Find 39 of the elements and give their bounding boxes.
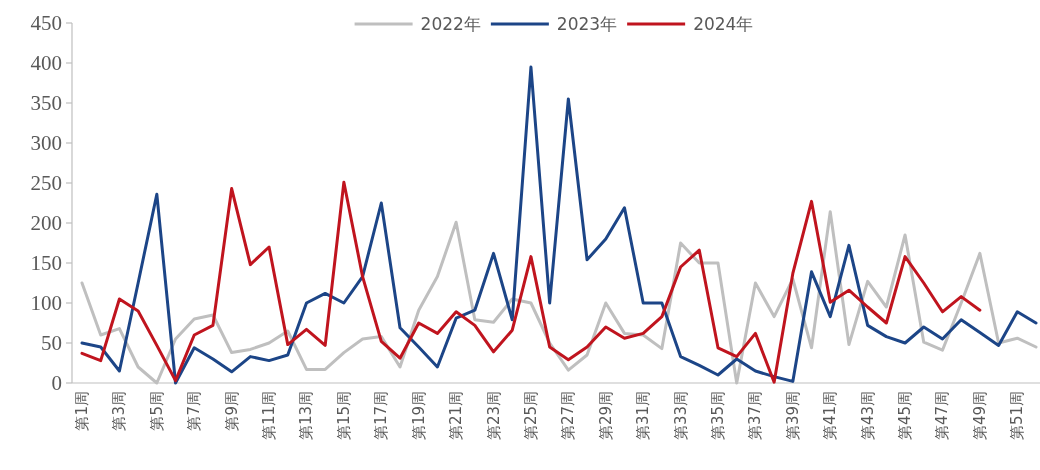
x-tick-label: 第15周 <box>334 391 353 441</box>
x-tick-label: 第51周 <box>1008 391 1027 441</box>
x-tick-label: 第21周 <box>447 391 466 441</box>
y-tick-label: 450 <box>30 11 62 35</box>
x-tick-label: 第31周 <box>634 391 653 441</box>
y-tick-label: 0 <box>51 371 62 395</box>
y-tick-label: 250 <box>30 171 62 195</box>
x-tick-label: 第29周 <box>596 391 615 441</box>
x-tick-label: 第17周 <box>372 391 391 441</box>
x-tick-label: 第33周 <box>671 391 690 441</box>
x-tick-label: 第19周 <box>409 391 428 441</box>
x-tick-label: 第49周 <box>970 391 989 441</box>
x-tick-label: 第35周 <box>709 391 727 441</box>
x-tick-label: 第39周 <box>783 391 802 441</box>
x-tick-label: 第7周 <box>185 391 204 431</box>
legend-label: 2024年 <box>693 14 754 34</box>
x-tick-label: 第27周 <box>559 391 578 441</box>
legend-label: 2023年 <box>556 14 618 34</box>
x-tick-label: 第37周 <box>746 391 765 441</box>
x-tick-label: 第9周 <box>222 391 241 431</box>
x-tick-label: 第3周 <box>110 391 129 431</box>
y-tick-label: 100 <box>30 291 62 315</box>
x-tick-label: 第45周 <box>896 391 915 441</box>
x-tick-label: 第13周 <box>297 391 316 441</box>
y-tick-label: 150 <box>30 251 62 275</box>
y-tick-label: 200 <box>30 211 62 235</box>
x-tick-label: 第1周 <box>73 391 91 431</box>
x-tick-label: 第47周 <box>933 391 952 441</box>
x-tick-label: 第5周 <box>147 391 166 431</box>
x-tick-label: 第11周 <box>260 391 279 441</box>
y-tick-label: 50 <box>41 331 62 355</box>
y-tick-label: 350 <box>30 91 62 115</box>
x-tick-label: 第41周 <box>821 391 840 441</box>
x-tick-label: 第23周 <box>484 391 503 441</box>
x-tick-label: 第43周 <box>858 391 877 441</box>
y-tick-label: 400 <box>30 51 62 75</box>
x-tick-label: 第25周 <box>521 391 540 441</box>
legend-label: 2022年 <box>420 14 481 34</box>
y-tick-label: 300 <box>30 131 62 155</box>
